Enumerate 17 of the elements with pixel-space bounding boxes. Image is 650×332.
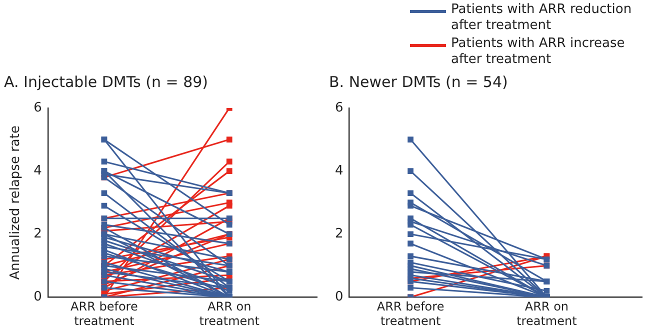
y-tick-label: 6 [334,100,344,116]
y-tick-label: 0 [334,290,344,305]
y-tick-label: 0 [34,290,42,305]
x-tick-label: ARR on treatment [516,300,578,328]
x-tick-label: ARR on treatment [199,300,260,328]
y-axis-title: Annualized relapse rate [8,125,24,280]
y-tick-label: 4 [34,163,42,178]
x-tick-label: ARR before treatment [70,300,138,328]
y-tick-label: 2 [34,226,42,242]
y-tick-label: 6 [34,100,42,116]
chart-title: A. Injectable DMTs (n = 89) [4,72,208,91]
legend-label: Patients with ARR reduction after treatment [451,2,633,34]
y-tick-label: 4 [334,163,344,178]
y-tick-label: 2 [334,226,344,242]
chart-title: B. Newer DMTs (n = 54) [329,72,508,91]
legend-label: Patients with ARR increase after treatment [451,36,626,68]
x-tick-label: ARR before treatment [376,300,444,328]
